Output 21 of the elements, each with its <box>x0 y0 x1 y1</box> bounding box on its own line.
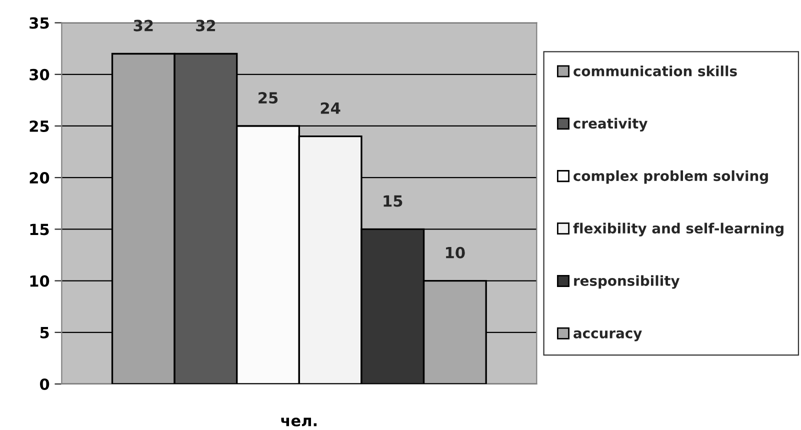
y-tick-label: 25 <box>30 120 49 132</box>
y-tick-label: 35 <box>30 17 49 29</box>
data-label: 25 <box>258 92 278 104</box>
legend-label: flexibility and self-learning <box>573 222 784 236</box>
data-label: 15 <box>384 195 402 207</box>
y-tick-label: 5 <box>40 327 49 338</box>
y-tick-label: 30 <box>30 68 50 80</box>
legend-label: creativity <box>574 118 648 132</box>
y-tick-label: 20 <box>30 172 50 184</box>
legend-label: responsibility <box>574 275 680 289</box>
data-label: 32 <box>134 20 153 32</box>
data-label: 32 <box>196 20 216 32</box>
x-tick-label: чел. <box>281 418 317 426</box>
legend-label: accuracy <box>574 330 642 342</box>
y-tick-label: 10 <box>30 275 50 287</box>
legend-label: communication skills <box>574 66 737 76</box>
data-label: 10 <box>446 246 465 258</box>
data-label: 24 <box>320 102 340 114</box>
y-tick-label: 0 <box>40 378 50 390</box>
legend-label: complex problem solving <box>574 170 768 184</box>
y-tick-label: 15 <box>30 224 49 236</box>
